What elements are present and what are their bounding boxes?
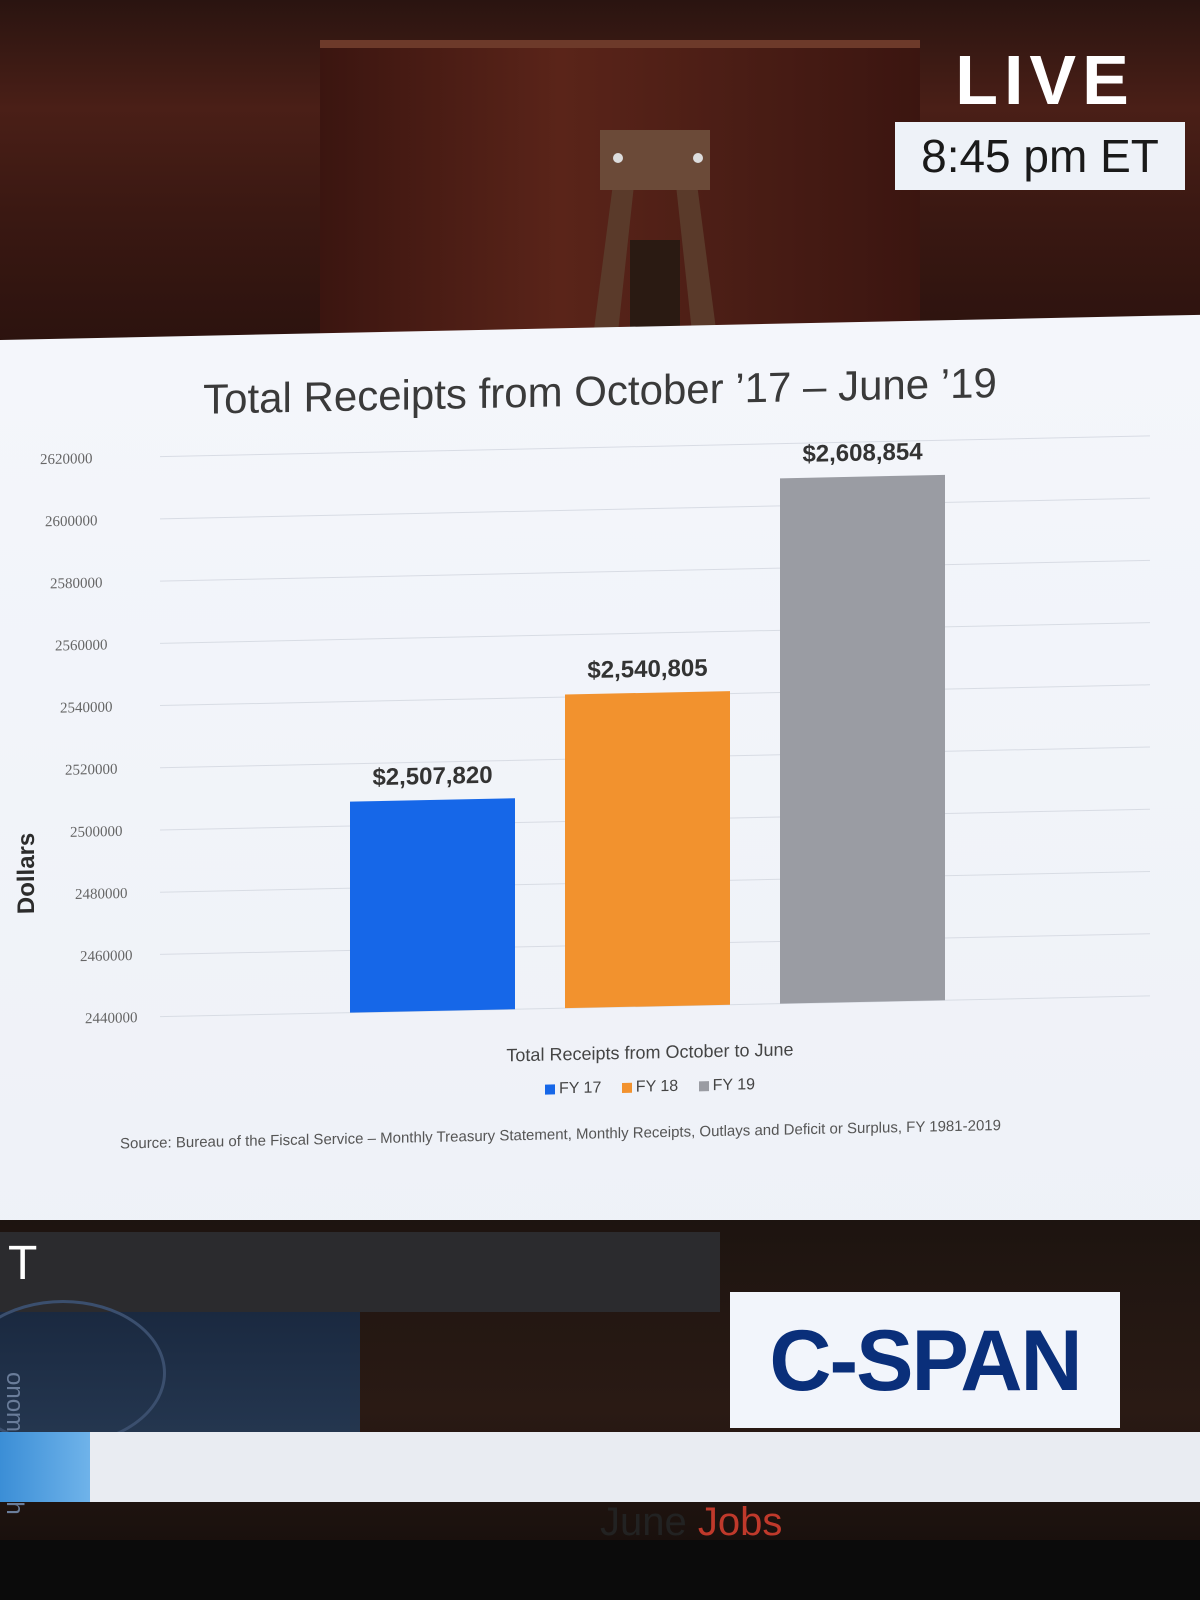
legend-item-fy17: FY 17 — [544, 1079, 602, 1098]
live-label: LIVE — [955, 41, 1135, 119]
cspan-logo-box: C-SPAN — [730, 1292, 1120, 1428]
source-note: Source: Bureau of the Fiscal Service – M… — [120, 1117, 1001, 1153]
ticker-bar — [0, 1432, 1200, 1502]
legend-label: FY 19 — [712, 1076, 756, 1095]
legend-swatch — [698, 1080, 709, 1092]
y-tick-label: 2440000 — [85, 1010, 137, 1027]
bar-chart-plot: 2620000 2600000 2580000 2560000 2540000 25200… — [40, 435, 1150, 1027]
lower-third-bar — [0, 1232, 720, 1312]
bar-fy19 — [780, 474, 945, 1004]
legend-item-fy19: FY 19 — [698, 1076, 756, 1095]
gridline — [160, 559, 1150, 582]
ticker-text: June Jobs — [600, 1500, 782, 1545]
data-label: $2,608,854 — [802, 438, 923, 468]
broadcast-time: 8:45 pm ET — [895, 122, 1185, 190]
y-tick-label: 2580000 — [50, 575, 102, 592]
cspan-logo: C-SPAN — [769, 1313, 1082, 1409]
bar-fy18 — [565, 691, 730, 1009]
easel-icon — [590, 130, 720, 360]
ticker-word-2: Jobs — [697, 1500, 783, 1544]
gridline — [160, 497, 1150, 520]
y-tick-label: 2560000 — [55, 637, 107, 654]
chart-legend: FY 17 FY 18 FY 19 — [460, 1074, 840, 1100]
legend-item-fy18: FY 18 — [621, 1077, 679, 1097]
legend-label: FY 18 — [635, 1077, 679, 1096]
legend-swatch — [544, 1084, 555, 1095]
y-tick-label: 2540000 — [60, 700, 112, 717]
legend-swatch — [621, 1082, 632, 1093]
y-tick-label: 2600000 — [45, 513, 97, 530]
lower-third-text: T — [8, 1237, 38, 1290]
bar-fy17 — [350, 798, 515, 1013]
data-label: $2,540,805 — [587, 655, 707, 685]
y-tick-label: 2620000 — [40, 451, 92, 468]
y-tick-label: 2500000 — [70, 824, 122, 841]
ticker-word-1: June — [600, 1500, 687, 1544]
y-tick-label: 2520000 — [65, 762, 117, 779]
gridline — [160, 622, 1150, 644]
y-tick-label: 2480000 — [75, 886, 127, 903]
ticker-accent — [0, 1432, 90, 1502]
data-label: $2,507,820 — [372, 762, 492, 792]
live-indicator: LIVE 8:45 pm ET — [895, 40, 1185, 190]
gridline — [160, 435, 1150, 458]
y-tick-label: 2460000 — [80, 948, 132, 965]
legend-label: FY 17 — [558, 1079, 602, 1098]
chart-card: Total Receipts from October ’17 – June ’… — [0, 314, 1200, 1310]
tv-frame-bottom — [0, 1540, 1200, 1600]
